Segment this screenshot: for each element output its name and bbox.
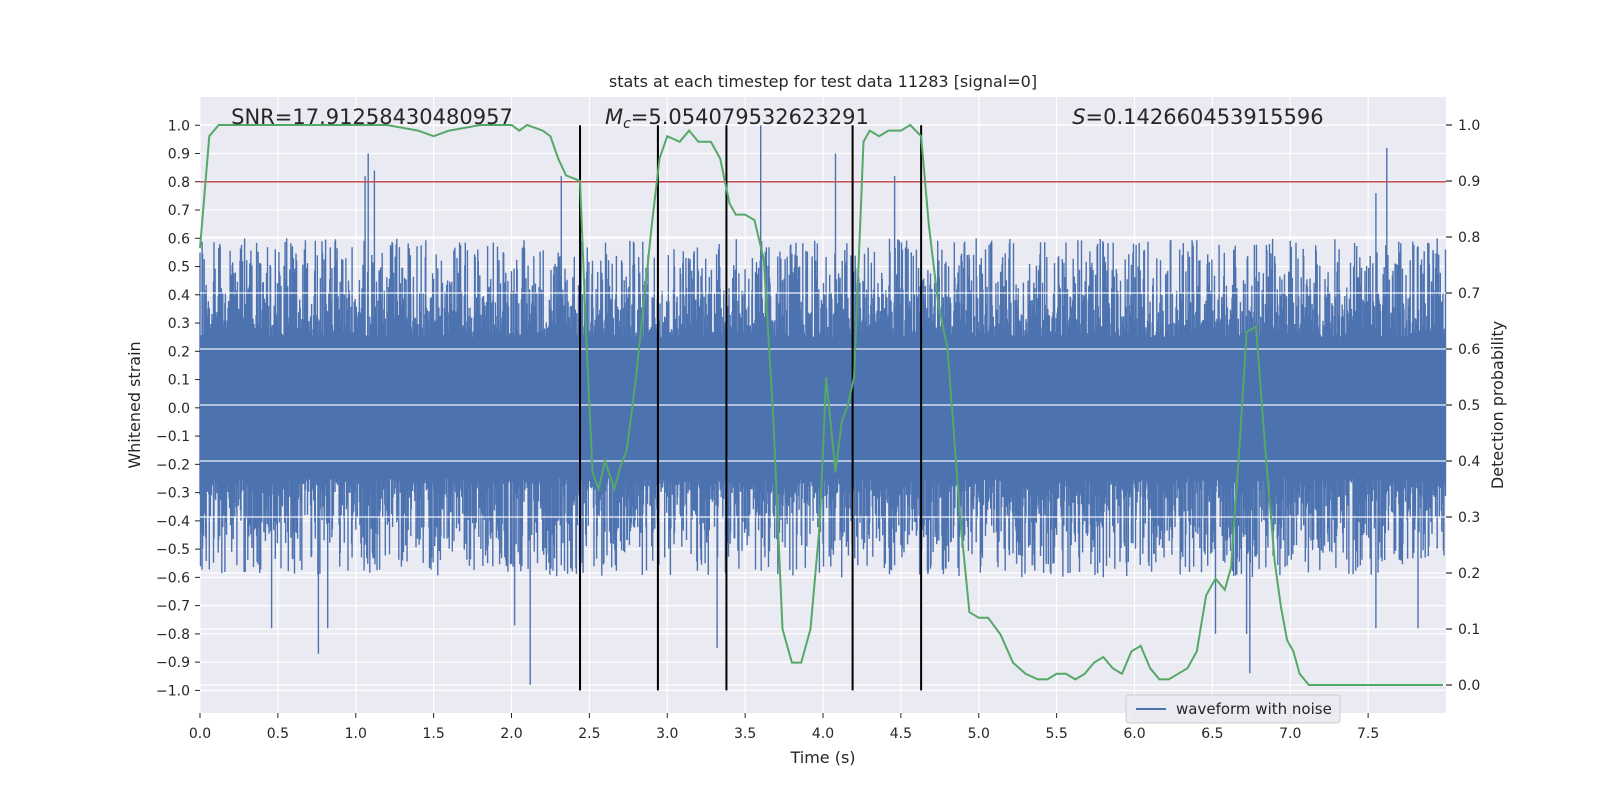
x-tick-label-13: 6.5: [1201, 726, 1223, 742]
y-right-tick-label-2: 0.2: [1458, 566, 1480, 582]
legend-box: [1125, 694, 1341, 724]
annotation-1-part-1: c: [623, 116, 631, 132]
x-tick-label-10: 5.0: [968, 726, 990, 742]
x-tick-label-7: 3.5: [734, 726, 756, 742]
x-axis-label: Time (s): [789, 748, 855, 767]
y-left-tick-label-8: −0.2: [156, 457, 190, 473]
x-tick-label-8: 4.0: [812, 726, 834, 742]
y-right-tick-label-6: 0.6: [1458, 342, 1480, 358]
probability-series: [199, 123, 1443, 686]
y-left-tick-label-0: −1.0: [156, 683, 190, 699]
probability-line: [199, 123, 1443, 686]
x-tick-label-12: 6.0: [1123, 726, 1145, 742]
y-right-tick-label-3: 0.3: [1458, 510, 1480, 526]
y-left-tick-label-2: −0.8: [156, 627, 190, 643]
x-tick-label-1: 0.5: [267, 726, 289, 742]
y-right-tick-label-1: 0.1: [1458, 622, 1480, 638]
y-left-tick-label-1: −0.9: [156, 655, 190, 671]
y-left-tick-label-6: −0.4: [156, 514, 190, 530]
x-tick-label-2: 1.0: [345, 726, 367, 742]
y-right-tick-label-8: 0.8: [1458, 230, 1480, 246]
y-left-tick-label-13: 0.3: [168, 316, 190, 332]
y-axis-left-label: Whitened strain: [125, 341, 144, 468]
y-left-tick-label-10: 0.0: [168, 401, 190, 417]
x-tick-label-4: 2.0: [500, 726, 522, 742]
annotation-1-part-0: M: [605, 105, 623, 129]
y-left-tick-label-14: 0.4: [168, 288, 190, 304]
x-tick-label-9: 4.5: [890, 726, 912, 742]
x-tick-label-11: 5.5: [1045, 726, 1067, 742]
y-left-tick-label-5: −0.5: [156, 542, 190, 558]
waveform-line: [199, 125, 1447, 685]
annotation-2: S=0.142660453915596: [1072, 105, 1323, 129]
y-left-tick-label-7: −0.3: [156, 486, 190, 502]
y-left-tick-label-3: −0.7: [156, 599, 190, 615]
y-left-tick-label-9: −0.1: [156, 429, 190, 445]
annotation-2-part-1: =0.142660453915596: [1086, 105, 1324, 129]
y-left-tick-label-11: 0.1: [168, 373, 190, 389]
y-right-tick-label-9: 0.9: [1458, 174, 1480, 190]
annotation-0: SNR=17.91258430480957: [231, 105, 513, 129]
annotation-1-part-2: =5.054079532623291: [631, 105, 869, 129]
y-left-tick-label-4: −0.6: [156, 570, 190, 586]
y-left-tick-label-16: 0.6: [168, 231, 190, 247]
annotation-2-part-0: S: [1072, 105, 1085, 129]
y-left-tick-label-15: 0.5: [168, 260, 190, 276]
y-right-tick-label-5: 0.5: [1458, 398, 1480, 414]
y-axis-right-label: Detection probability: [1488, 321, 1507, 489]
y-right-tick-label-4: 0.4: [1458, 454, 1480, 470]
annotations: SNR=17.91258430480957 Mc=5.05407953262329…: [231, 105, 1323, 132]
y-left-tick-label-20: 1.0: [168, 118, 190, 134]
x-tick-label-15: 7.5: [1357, 726, 1379, 742]
y-left-tick-label-17: 0.7: [168, 203, 190, 219]
legend-entry-waveform: waveform with noise: [1176, 700, 1332, 718]
y-left-tick-label-12: 0.2: [168, 344, 190, 360]
y-right-tick-label-10: 1.0: [1458, 118, 1480, 134]
y-left-tick-label-18: 0.8: [168, 175, 190, 191]
x-tick-label-0: 0.0: [189, 726, 211, 742]
x-tick-label-5: 2.5: [578, 726, 600, 742]
y-left-tick-label-19: 0.9: [168, 147, 190, 163]
vertical-markers: [579, 125, 923, 691]
chart-title: stats at each timestep for test data 112…: [609, 72, 1037, 91]
axes: 0.0 0.5 1.0 1.5 2.0 2.5 3.0 3.5 4.0 4.5 5.0 5.5 6.0 6…: [156, 118, 1480, 742]
x-tick-label-14: 7.0: [1279, 726, 1301, 742]
x-tick-label-6: 3.0: [656, 726, 678, 742]
y-right-tick-label-7: 0.7: [1458, 286, 1480, 302]
legend: waveform with noise: [1125, 694, 1341, 724]
annotation-1: Mc=5.054079532623291: [605, 105, 869, 132]
y-right-tick-label-0: 0.0: [1458, 678, 1480, 694]
x-tick-label-3: 1.5: [422, 726, 444, 742]
